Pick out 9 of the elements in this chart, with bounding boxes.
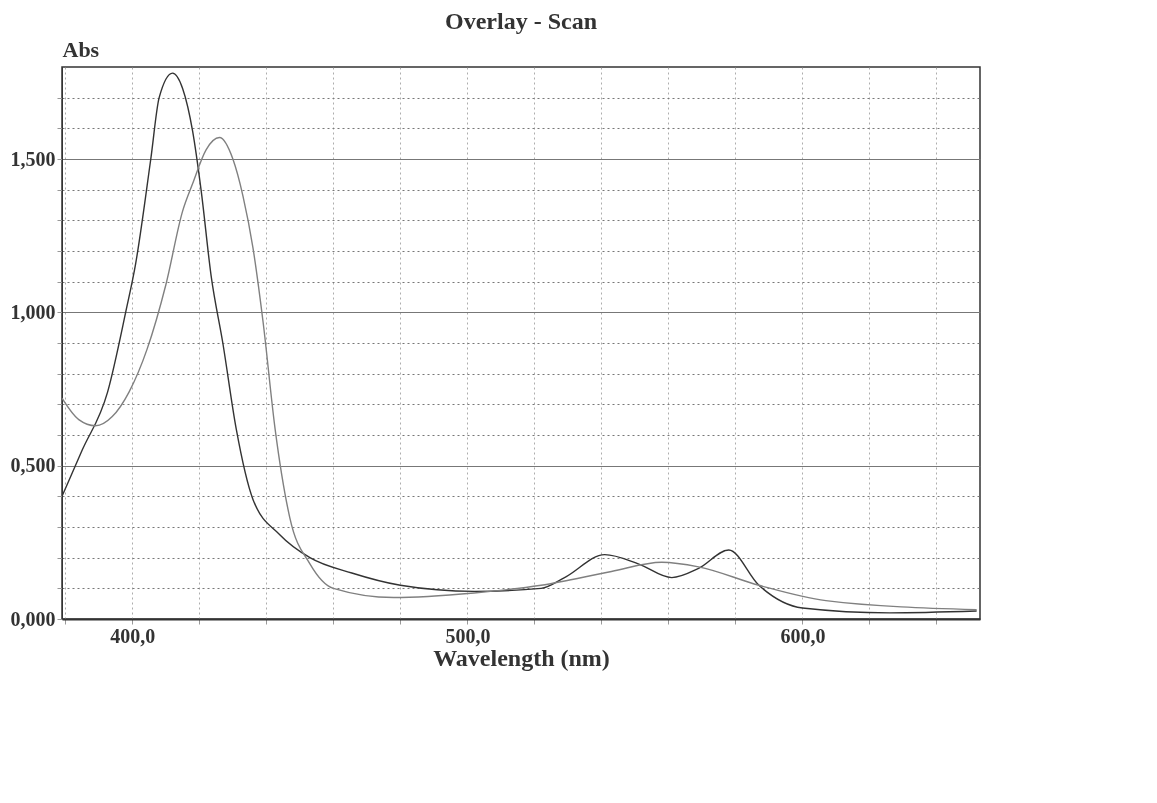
x-tick-label: 600,0	[780, 624, 826, 647]
x-tick-label: 500,0	[445, 624, 491, 647]
y-tick-label: 0,000	[10, 607, 56, 630]
y-axis-title: Abs	[62, 36, 100, 62]
y-tick-label: 0,500	[10, 454, 56, 477]
x-tick-label: 400,0	[110, 624, 156, 647]
chart-title: Overlay - Scan	[445, 8, 597, 34]
y-tick-label: 1,000	[10, 300, 56, 323]
y-tick-label: 1,500	[10, 147, 56, 170]
